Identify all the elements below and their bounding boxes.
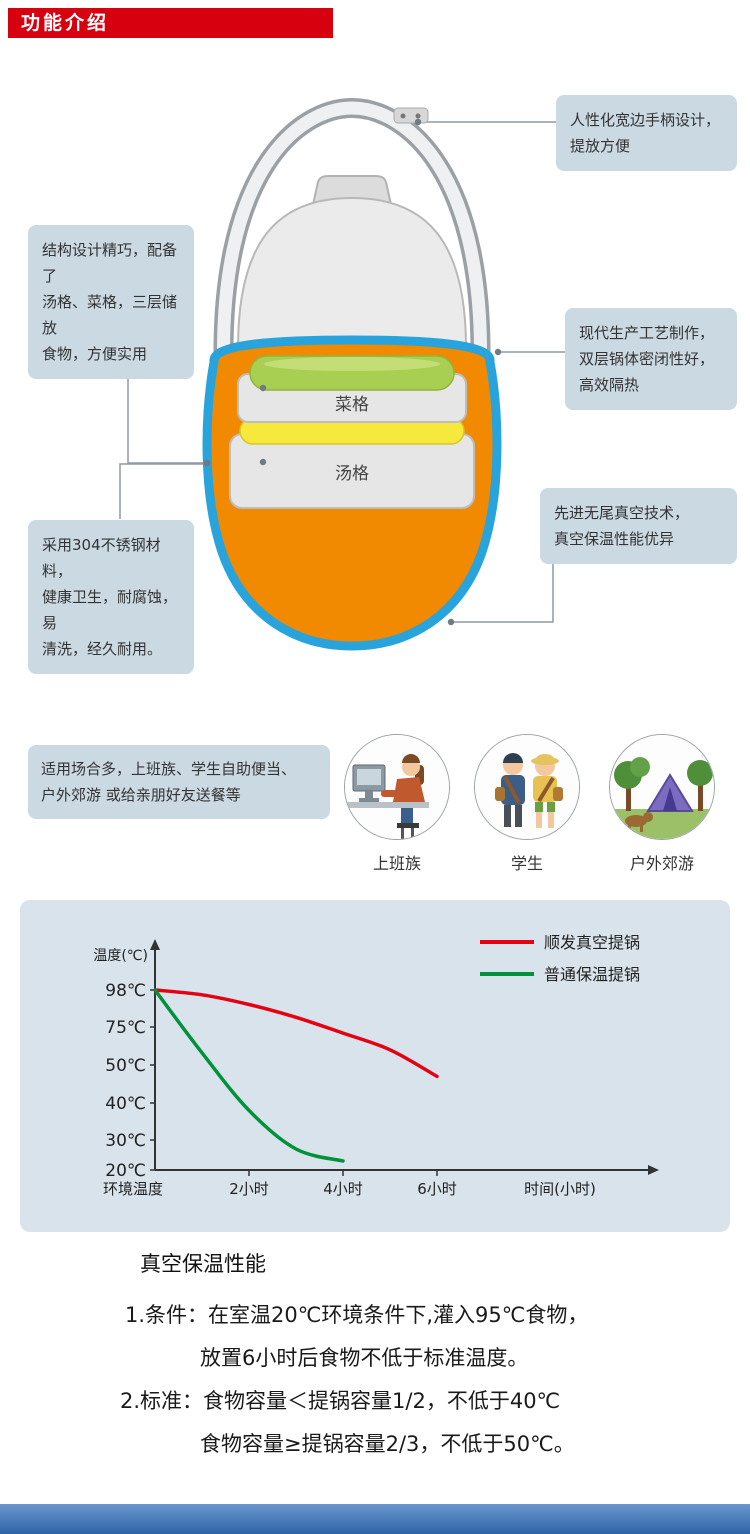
footer-bar [0,1504,750,1534]
students-illustration [474,734,580,840]
performance-condition-line: 1.条件：在室温20℃环境条件下,灌入95℃食物， [125,1303,589,1327]
callout-production-process: 现代生产工艺制作， 双层锅体密闭性好， 高效隔热 [565,308,737,410]
handle-rivet [415,113,421,119]
handle [216,101,488,381]
x-origin-label: 环境温度 [103,1180,163,1198]
scene-label: 户外郊游 [629,854,694,873]
performance-title: 真空保温性能 [140,1252,266,1276]
usage-section: 适用场合多，上班族、学生自助便当、 户外郊游 或给亲朋好友送餐等 [0,720,750,890]
performance-standard-line: 食物容量≥提锅容量2/3，不低于50℃。 [200,1432,575,1456]
x-tick-label: 6小时 [417,1180,457,1198]
vegetable-compartment-label: 菜格 [335,395,369,415]
office-worker-illustration [344,734,450,840]
x-tick-label: 2小时 [229,1180,269,1198]
section-header: 功能介绍 [8,8,333,38]
y-tick-label: 50℃ [105,1056,146,1076]
scene-label: 上班族 [372,854,421,873]
y-tick-label: 30℃ [105,1131,146,1151]
x-axis-title: 时间(小时) [524,1180,596,1198]
performance-section: 真空保温性能 1.条件：在室温20℃环境条件下,灌入95℃食物， 放置6小时后食… [0,1248,750,1466]
y-tick-label: 75℃ [105,1018,146,1038]
vegetable-rim-highlight [264,357,440,371]
soup-compartment-label: 汤格 [335,464,369,484]
legend-label-1: 普通保温提锅 [544,965,640,984]
office-worker-icon [345,735,449,839]
callout-vacuum-tech: 先进无尾真空技术， 真空保温性能优异 [540,488,737,564]
y-tick-label: 98℃ [105,981,146,1001]
thermal-pot-illustration: 菜格 汤格 [119,97,565,651]
scene-label: 学生 [510,854,543,873]
callout-stainless-material: 采用304不锈钢材料， 健康卫生，耐腐蚀，易 清洗，经久耐用。 [28,520,194,674]
product-diagram-section: 菜格 汤格 人性化宽边手柄设计， 提放方便 结构设计精巧，配备了 汤格、菜格，三… [0,50,750,715]
x-tick-label: 4小时 [323,1180,363,1198]
usage-description: 适用场合多，上班族、学生自助便当、 户外郊游 或给亲朋好友送餐等 [28,745,330,819]
performance-condition-line: 放置6小时后食物不低于标准温度。 [200,1346,529,1370]
y-tick-label: 40℃ [105,1094,146,1114]
performance-standard-line: 2.标准：食物容量＜提锅容量1/2，不低于40℃ [120,1389,561,1413]
outdoor-picnic-illustration [609,734,715,840]
section-header-title: 功能介绍 [21,12,110,34]
callout-anchor-dots [203,118,502,626]
lid-dome [236,196,468,355]
callout-structure-design: 结构设计精巧，配备了 汤格、菜格，三层储放 食物，方便实用 [28,225,194,379]
y-tick-label: 20℃ [105,1161,146,1181]
scene-office-worker: 上班族 [344,734,450,874]
handle-hinge-plate [393,107,429,124]
temperature-line-chart: 98℃ 75℃ 50℃ 40℃ 30℃ 20℃ 2小时 4小时 6小时 环境温度 时间(小时) 温度(… [93,933,659,1198]
scene-outdoor-picnic: 户外郊游 [609,734,715,874]
scene-students: 学生 [474,734,580,874]
handle-rivet [400,113,406,119]
camping-icon [610,735,714,839]
students-icon [475,735,579,839]
x-axis-arrow [648,1165,659,1175]
callout-handle-design: 人性化宽边手柄设计， 提放方便 [556,95,737,171]
y-axis-title: 温度(℃) [93,948,148,964]
series-line-0 [153,988,439,1079]
series-line-1 [153,988,345,1163]
y-axis-arrow [150,939,160,950]
insulation-chart-panel: 98℃ 75℃ 50℃ 40℃ 30℃ 20℃ 2小时 4小时 6小时 环境温度 时间(小时) 温度(… [20,900,730,1232]
legend-label-0: 顺发真空提锅 [544,933,640,952]
